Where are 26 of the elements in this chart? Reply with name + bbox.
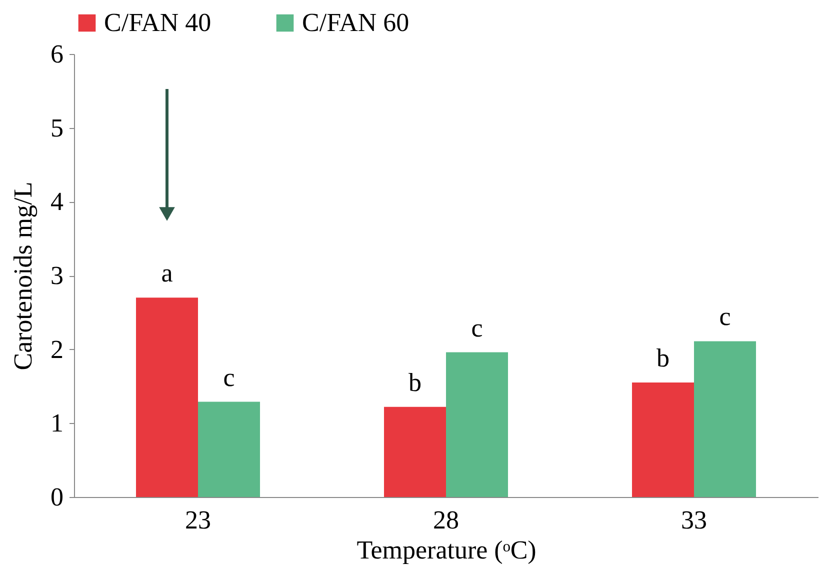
bar <box>384 406 446 497</box>
y-tick-label: 3 <box>50 261 64 290</box>
bar <box>136 298 198 497</box>
annotation: b <box>656 344 670 373</box>
x-tick-label: 23 <box>185 506 211 534</box>
bar <box>694 341 756 497</box>
annotation: b <box>408 368 422 397</box>
y-tick-label: 2 <box>50 334 64 364</box>
x-tick-label: 28 <box>433 506 459 534</box>
legend-label: C/FAN 60 <box>302 8 410 37</box>
annotation: c <box>719 302 731 332</box>
y-tick-label: 1 <box>50 408 64 438</box>
annotation: a <box>161 258 174 288</box>
y-tick-label: 6 <box>50 40 64 68</box>
y-tick-label: 5 <box>50 113 64 142</box>
bar <box>446 352 508 497</box>
bar <box>198 402 260 497</box>
annotation: c <box>223 362 235 392</box>
y-axis-title: Carotenoids mg/L <box>8 182 38 370</box>
y-tick-label: 4 <box>50 187 64 216</box>
annotation: c <box>471 313 483 342</box>
x-axis-title: Temperature (ᵒC) <box>356 536 536 564</box>
legend-label: C/FAN 40 <box>104 8 212 37</box>
bar <box>632 382 694 497</box>
y-tick-label: 0 <box>50 482 64 512</box>
x-tick-label: 33 <box>681 506 707 534</box>
